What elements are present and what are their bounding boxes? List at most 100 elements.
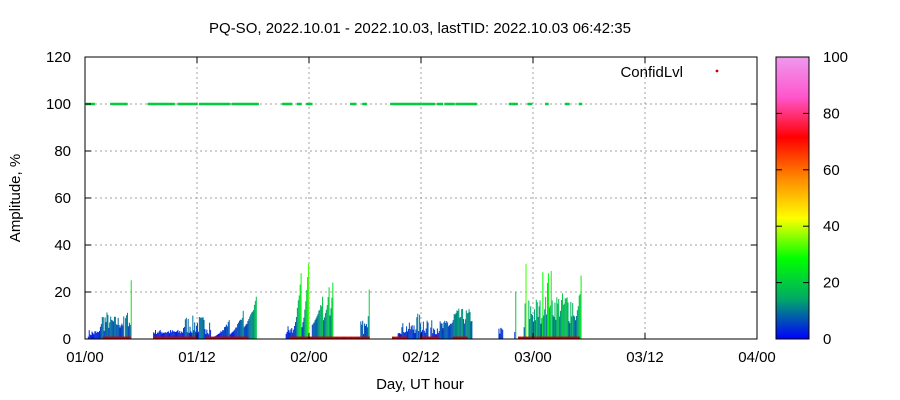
confidence-100-point	[461, 102, 464, 106]
confidence-low-point	[423, 336, 426, 339]
amplitude-bar	[460, 316, 462, 339]
amplitude-bar	[411, 325, 413, 339]
confidence-low-point	[182, 336, 184, 339]
amplitude-bar	[225, 326, 226, 339]
amplitude-bar	[537, 316, 539, 339]
confidence-100-point	[351, 102, 354, 106]
amplitude-bar	[238, 322, 240, 339]
confidence-100-point	[404, 102, 407, 106]
confidence-low-point	[433, 336, 436, 339]
amplitude-bar	[463, 323, 465, 339]
confidence-low-point	[560, 336, 563, 339]
amplitude-bar	[179, 330, 181, 339]
confidence-low-point	[536, 336, 539, 339]
confidence-100-point	[363, 102, 366, 106]
amplitude-bar	[427, 322, 429, 339]
confidence-low-point	[210, 336, 213, 339]
confidence-100-point	[241, 102, 244, 106]
amplitude-bar	[239, 320, 240, 339]
amplitude-bar	[303, 317, 305, 339]
amplitude-bar	[577, 306, 579, 339]
amplitude-bar	[546, 314, 548, 339]
amplitude-bar	[293, 329, 295, 339]
amplitude-bar	[320, 305, 322, 339]
y-tick-label: 80	[54, 143, 71, 160]
amplitude-bar	[416, 317, 418, 339]
amplitude-bar	[441, 323, 443, 339]
confidence-low-point	[436, 336, 439, 339]
x-tick-label: 01/12	[178, 349, 216, 366]
amplitude-bar	[191, 332, 193, 339]
confidence-low-point	[195, 336, 198, 339]
confidence-100-point	[218, 102, 221, 106]
amplitude-bar	[561, 293, 563, 339]
amplitude-bar	[155, 334, 157, 339]
confidence-100-point	[180, 102, 183, 106]
amplitude-bar	[550, 270, 552, 339]
amplitude-bar	[223, 330, 225, 339]
confidence-100-point	[147, 102, 150, 106]
amplitude-bar	[173, 331, 175, 339]
amplitude-bar	[172, 331, 174, 339]
confidence-low-point	[319, 336, 322, 339]
confidence-100-point	[150, 102, 153, 106]
amplitude-bar	[288, 330, 290, 339]
confidence-low-point	[115, 336, 118, 339]
confidence-low-point	[397, 336, 400, 339]
amplitude-bar	[129, 324, 131, 339]
confidence-low-point	[399, 336, 402, 339]
confidence-low-point	[225, 336, 228, 339]
confidence-low-point	[165, 336, 168, 339]
confidence-low-point	[568, 336, 571, 339]
amplitude-bar	[317, 314, 319, 339]
amplitude-bar	[299, 284, 301, 339]
amplitude-bar	[93, 334, 95, 339]
amplitude-bar	[286, 331, 288, 339]
confidence-low-point	[575, 336, 578, 339]
amplitude-bar	[323, 317, 325, 339]
amplitude-bar	[312, 323, 314, 339]
amplitude-bar	[200, 317, 202, 339]
confidence-100-point	[201, 102, 204, 106]
amplitude-bar	[545, 296, 547, 339]
legend: ConfidLvl	[620, 64, 719, 81]
confidence-low-point	[566, 336, 569, 339]
confidence-100-point	[458, 102, 461, 106]
amplitude-bar	[404, 332, 406, 339]
amplitude-bar	[316, 316, 318, 339]
confidence-100-point	[364, 102, 368, 106]
amplitude-bar	[408, 322, 410, 339]
confidence-low-point	[356, 336, 359, 339]
confidence-100-point	[253, 102, 257, 106]
amplitude-bar	[454, 314, 456, 339]
amplitude-bar	[445, 323, 447, 339]
amplitude-bar	[323, 320, 324, 339]
amplitude-bar	[185, 317, 187, 339]
confidence-low-point	[106, 336, 109, 339]
confidence-low-point	[574, 336, 576, 339]
confidence-low-point	[294, 336, 297, 339]
confidence-low-point	[354, 336, 357, 339]
confidence-100-point	[438, 102, 441, 106]
confidence-100-point	[421, 102, 425, 106]
confidence-low-point	[163, 336, 166, 339]
amplitude-bar	[197, 331, 199, 339]
amplitude-bar	[99, 326, 101, 339]
confidence-100-point	[472, 102, 475, 106]
confidence-low-point	[330, 336, 333, 339]
amplitude-bar	[157, 332, 159, 339]
confidence-100-point	[284, 102, 287, 106]
confidence-low-point	[365, 336, 368, 339]
amplitude-bar	[432, 333, 434, 339]
amplitude-bar	[290, 329, 292, 339]
confidence-100-point	[447, 102, 450, 106]
confidence-low-point	[155, 336, 158, 339]
legend-marker	[715, 69, 719, 73]
amplitude-bar	[364, 323, 366, 339]
amplitude-bar	[112, 320, 114, 339]
confidence-low-point	[172, 336, 175, 339]
confidence-low-point	[540, 336, 543, 339]
confidence-low-point	[557, 336, 560, 339]
amplitude-bar	[198, 316, 200, 339]
confidence-low-point	[110, 336, 113, 339]
